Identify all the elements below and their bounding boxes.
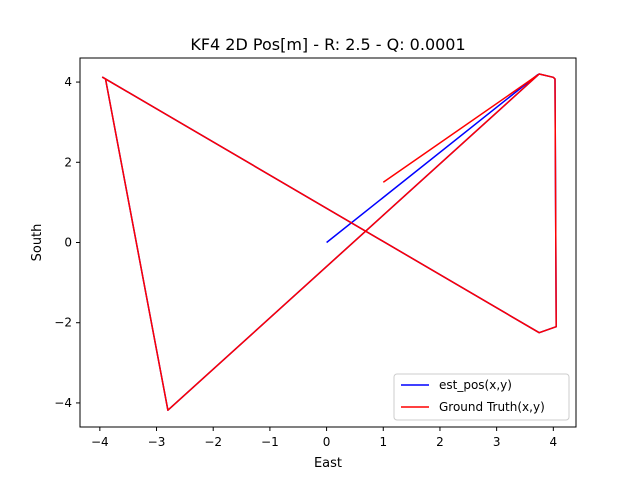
y-tick-label: −4 — [54, 396, 72, 410]
legend-box — [393, 373, 570, 421]
y-tick-label: 2 — [64, 155, 72, 169]
x-tick-label: −3 — [148, 435, 166, 449]
plot-area — [101, 73, 557, 411]
y-axis-label: South — [30, 224, 45, 262]
legend-label-est-pos: est_pos(x,y) — [439, 378, 512, 392]
y-tick-label: 0 — [64, 236, 72, 250]
x-tick-label: 1 — [379, 435, 387, 449]
chart-title: KF4 2D Pos[m] - R: 2.5 - Q: 0.0001 — [190, 35, 465, 54]
axis-ticks: −4 −3 −2 −1 0 1 2 3 4 −4 −2 0 2 4 — [54, 75, 557, 449]
series-line-ground-truth — [101, 73, 557, 411]
y-tick-label: 4 — [64, 75, 72, 89]
x-tick-label: −2 — [204, 435, 222, 449]
x-tick-label: 2 — [436, 435, 444, 449]
x-tick-label: −1 — [261, 435, 279, 449]
legend-label-ground-truth: Ground Truth(x,y) — [439, 400, 545, 414]
x-axis-label: East — [314, 456, 342, 471]
x-tick-label: −4 — [91, 435, 109, 449]
x-tick-label: 4 — [550, 435, 558, 449]
x-tick-label: 3 — [493, 435, 501, 449]
y-tick-label: −2 — [54, 316, 72, 330]
x-tick-label: 0 — [323, 435, 331, 449]
legend: est_pos(x,y) Ground Truth(x,y) — [393, 373, 570, 421]
axes-frame — [79, 57, 577, 428]
